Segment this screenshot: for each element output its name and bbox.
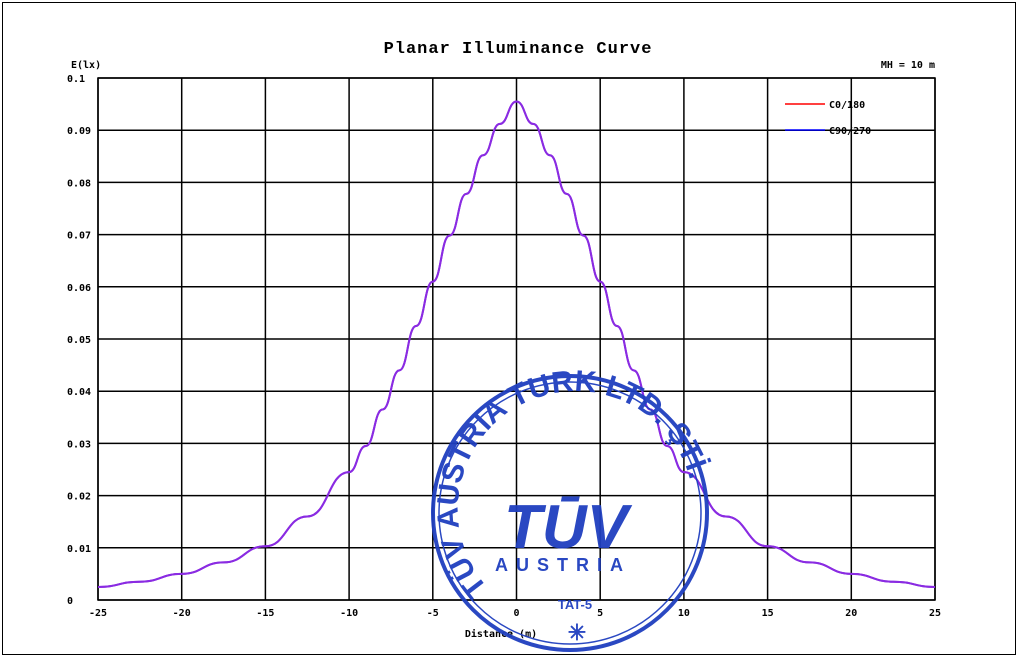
y-tick-label: 0.09 <box>67 126 91 137</box>
x-axis-label: Distance (m) <box>465 628 537 640</box>
x-tick-labels: -25 -20 -15 -10 -5 0 5 10 15 20 25 <box>89 608 941 619</box>
stamp-sub: AUSTRIA <box>495 555 631 575</box>
y-axis-label: E(lx) <box>71 60 101 71</box>
legend-label: C0/180 <box>829 100 865 111</box>
y-tick-label: 0 <box>67 596 73 607</box>
y-tick-label: 0.07 <box>67 231 91 242</box>
chart-svg: Planar Illuminance Curve E(lx) MH = 10 m… <box>67 40 941 652</box>
stamp-logo: TŪV <box>504 493 633 562</box>
chart-title: Planar Illuminance Curve <box>384 40 653 59</box>
y-tick-label: 0.01 <box>67 544 91 555</box>
x-tick-label: 5 <box>597 608 603 619</box>
y-tick-label: 0.04 <box>67 387 91 398</box>
x-tick-label: 25 <box>929 608 941 619</box>
stamp-inner-ring <box>438 381 702 645</box>
mounting-height-label: MH = 10 m <box>881 60 935 71</box>
x-tick-label: -15 <box>256 608 274 619</box>
legend-label: C90/270 <box>829 126 871 137</box>
x-tick-label: -20 <box>173 608 191 619</box>
x-tick-label: -5 <box>427 608 439 619</box>
stamp-code: TAT-5 <box>558 597 592 612</box>
x-tick-label: 10 <box>678 608 690 619</box>
tuv-stamp: TÜV AUSTRIA TURK LTD. ŞTİ. TŪV AUSTRIA T… <box>431 365 715 652</box>
y-tick-label: 0.02 <box>67 492 91 503</box>
y-tick-label: 0.08 <box>67 178 91 189</box>
star-icon: ✳ <box>568 620 586 645</box>
x-tick-label: 15 <box>762 608 774 619</box>
y-tick-labels: 0 0.01 0.02 0.03 0.04 0.05 0.06 0.07 0.08 0.09 0.1 <box>67 74 91 607</box>
y-tick-label: 0.1 <box>67 74 85 85</box>
series-line-C90-270 <box>97 100 936 588</box>
x-tick-label: 20 <box>845 608 857 619</box>
stamp-outer-ring <box>431 374 709 652</box>
y-tick-label: 0.05 <box>67 335 91 346</box>
series-lines <box>97 100 936 588</box>
x-tick-label: 0 <box>513 608 519 619</box>
x-tick-label: -10 <box>340 608 358 619</box>
legend: C0/180 C90/270 <box>785 100 871 137</box>
grid <box>97 77 936 601</box>
y-tick-label: 0.03 <box>67 439 91 450</box>
x-tick-label: -25 <box>89 608 107 619</box>
y-tick-label: 0.06 <box>67 283 91 294</box>
